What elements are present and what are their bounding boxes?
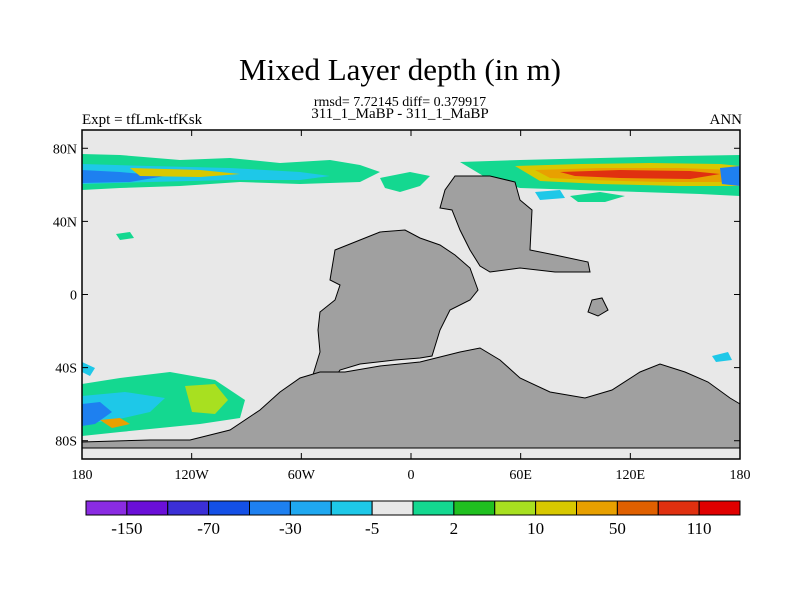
field-patch-c bbox=[116, 232, 134, 240]
field-arctic-west-yellow bbox=[130, 168, 240, 177]
chart-title: Mixed Layer depth (in m) bbox=[239, 52, 561, 87]
x-tick-label: 180 bbox=[730, 468, 751, 483]
colorbar-swatch bbox=[208, 500, 250, 516]
experiment-label: Expt = tfLmk-tfKsk bbox=[82, 112, 203, 128]
x-tick-label: 0 bbox=[408, 468, 415, 483]
colorbar-swatch bbox=[249, 500, 291, 516]
colorbar-label: 10 bbox=[527, 519, 544, 538]
x-tick-label: 120W bbox=[175, 468, 210, 483]
colorbar-swatch bbox=[698, 500, 741, 516]
field-arctic-east-blue bbox=[720, 166, 740, 186]
colorbar-swatch bbox=[412, 500, 455, 516]
chart-subtitle: 311_1_MaBP - 311_1_MaBP bbox=[311, 106, 489, 122]
field-south-east-cyan bbox=[712, 352, 732, 362]
colorbar-swatch bbox=[330, 500, 373, 516]
colorbar-swatch bbox=[494, 500, 537, 516]
land-eurasia-africa bbox=[439, 175, 591, 273]
field-patch-a bbox=[380, 172, 430, 192]
y-tick-label: 40N bbox=[53, 215, 77, 230]
y-tick-label: 80N bbox=[53, 142, 77, 157]
colorbar-swatch bbox=[576, 500, 618, 516]
colorbar-label: 50 bbox=[609, 519, 626, 538]
land-island bbox=[587, 297, 609, 317]
land-mask bbox=[81, 175, 741, 449]
colorbar-swatch bbox=[657, 500, 700, 516]
colorbar-label: -150 bbox=[111, 519, 142, 538]
y-tick-label: 80S bbox=[55, 435, 77, 450]
colorbar-swatch bbox=[126, 500, 169, 516]
colorbar-label: 2 bbox=[450, 519, 459, 538]
y-tick-label: 40S bbox=[55, 362, 77, 377]
axis-ticks: 180 120W 60W 0 60E 120E 180 80N 40N 0 40S 80S bbox=[53, 130, 751, 483]
colorbar-label: 110 bbox=[687, 519, 712, 538]
x-tick-label: 180 bbox=[72, 468, 93, 483]
colorbar-swatch bbox=[167, 500, 210, 516]
field-patch-b bbox=[570, 192, 625, 202]
colorbar-label: -70 bbox=[197, 519, 220, 538]
field-south-orange bbox=[100, 418, 130, 428]
colorbar-swatch bbox=[371, 500, 414, 516]
x-tick-label: 120E bbox=[616, 468, 646, 483]
colorbar-swatch bbox=[616, 500, 659, 516]
colorbar-label: -5 bbox=[365, 519, 379, 538]
field-south-blue bbox=[82, 402, 112, 426]
field-south-yellow bbox=[185, 384, 228, 414]
colorbar-label: -30 bbox=[279, 519, 302, 538]
colorbar: -150 -70 -30 -5 2 10 50 110 bbox=[85, 500, 741, 538]
colorbar-swatch bbox=[535, 500, 577, 516]
field-arctic-east-red bbox=[560, 170, 720, 179]
season-label: ANN bbox=[709, 112, 743, 128]
colorbar-swatch bbox=[453, 500, 496, 516]
land-americas bbox=[291, 229, 479, 447]
y-tick-label: 0 bbox=[70, 289, 77, 304]
field-patch-d bbox=[535, 190, 565, 200]
stats-line: rmsd= 7.72145 diff= 0.379917 bbox=[313, 95, 487, 110]
field-arctic-west-blue bbox=[82, 170, 165, 183]
x-tick-label: 60E bbox=[509, 468, 532, 483]
x-tick-label: 60W bbox=[288, 468, 316, 483]
colorbar-swatch bbox=[289, 500, 332, 516]
field-south-cyan bbox=[82, 362, 95, 376]
anomaly-fields bbox=[82, 154, 740, 440]
colorbar-swatch bbox=[85, 500, 128, 516]
